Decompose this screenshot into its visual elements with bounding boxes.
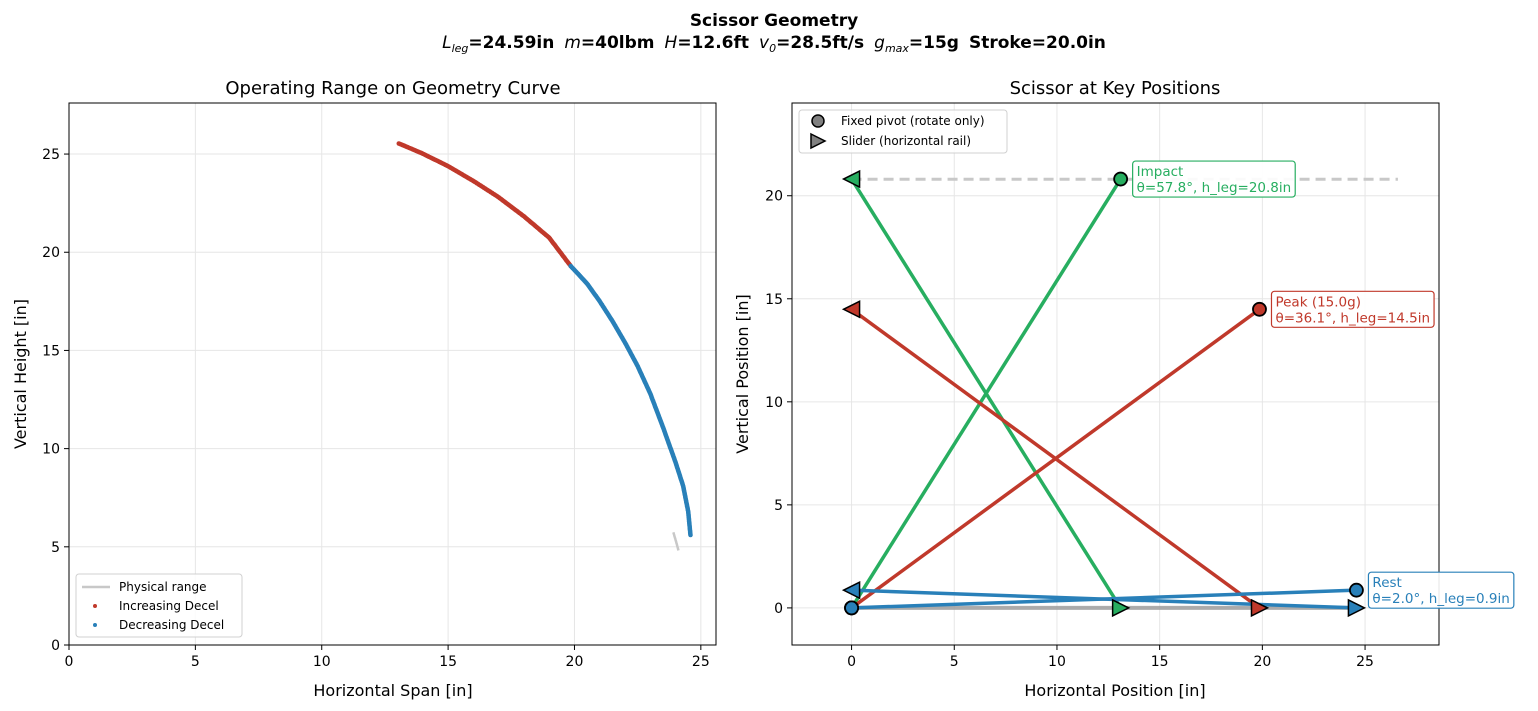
right-legend: Fixed pivot (rotate only) Slider (horizo…: [798, 109, 1008, 154]
right-axes-frame: [791, 102, 1440, 646]
left-legend: Physical range Increasing Decel Decreasi…: [75, 573, 243, 638]
right-ytick-label: 5: [774, 498, 783, 514]
right-ytick-label: 15: [765, 292, 783, 308]
legend-slider-label: Slider (horizontal rail): [841, 134, 971, 148]
left-ytick-label: 10: [42, 442, 60, 458]
impact-fixed-pivot-top: [1113, 171, 1129, 187]
right-xtick-label: 0: [847, 654, 856, 670]
left-ytick-label: 20: [42, 245, 60, 261]
sym-m: m: [564, 33, 581, 53]
peak-slider-top: [841, 300, 861, 319]
peak-slider-bottom: [1250, 598, 1270, 618]
left-xtick-label: 15: [439, 654, 457, 670]
impact-slider-bottom: [1111, 598, 1131, 618]
rest-annotation-detail: θ=2.0°, h_leg=0.9in: [1372, 591, 1509, 607]
rest-fixed-pivot-bottom: [844, 600, 859, 616]
left-ytick-label: 25: [42, 147, 60, 163]
left-ticks: 0 5 10 15 20 25 0 5 10 15 20 25: [42, 147, 710, 670]
left-xtick-label: 0: [65, 654, 74, 670]
peak-annotation: Peak (15.0g)θ=36.1°, h_leg=14.5in: [1270, 290, 1435, 328]
left-ytick-label: 15: [42, 343, 60, 359]
val-l: =24.59in: [468, 33, 554, 53]
legend-physical-label: Physical range: [119, 580, 207, 594]
sym-l: L: [442, 33, 451, 53]
left-axes-frame: [68, 102, 717, 646]
legend-slider-marker: [810, 132, 827, 150]
decreasing-decel-point: [688, 532, 693, 538]
rest-fixed-pivot-top: [1349, 582, 1364, 598]
left-chart: Operating Range on Geometry Curve 0 5 10 15…: [11, 78, 717, 700]
right-xtick-label: 25: [1356, 654, 1374, 670]
legend-decreasing-label: Decreasing Decel: [119, 618, 224, 632]
right-xtick-label: 15: [1151, 654, 1169, 670]
right-ytick-label: 0: [774, 601, 783, 617]
suptitle-line2: Lleg=24.59in m=40lbm H=12.6ft v0=28.5ft/s gm…: [442, 33, 1106, 55]
legend-fixed-pivot-label: Fixed pivot (rotate only): [841, 114, 985, 128]
rest-leg-b: [851, 588, 1357, 610]
left-ytick-label: 5: [51, 540, 60, 556]
left-xlabel: Horizontal Span [in]: [313, 681, 472, 700]
impact-annotation-detail: θ=57.8°, h_leg=20.8in: [1137, 180, 1292, 196]
val-v: =28.5ft/s: [776, 33, 864, 53]
legend-increasing-marker: [93, 604, 97, 608]
rest-slider-bottom: [1347, 598, 1367, 618]
left-ytick-label: 0: [51, 638, 60, 654]
left-xtick-label: 20: [566, 654, 584, 670]
left-xtick-label: 5: [191, 654, 200, 670]
left-legend-box: [75, 573, 243, 638]
sub-g: max: [885, 42, 909, 55]
physical-range-line: [672, 531, 680, 551]
val-h: =12.6ft: [677, 33, 749, 53]
rest-annotation-box: [1367, 571, 1515, 609]
sym-v: v: [759, 33, 770, 53]
legend-fixed-pivot-marker: [811, 114, 825, 128]
right-ticks: 0 5 10 15 20 25 0 5 10 15 20: [765, 189, 1374, 670]
sub-v: 0: [769, 42, 776, 55]
impact-annotation-label: Impact: [1137, 164, 1184, 180]
sub-leg: leg: [452, 42, 469, 55]
sym-h: H: [665, 33, 678, 53]
peak-annotation-box: [1270, 290, 1435, 328]
right-ytick-label: 10: [765, 395, 783, 411]
rest-slider-top: [841, 580, 861, 600]
impact-annotation-box: [1132, 160, 1296, 198]
sym-g: g: [874, 33, 885, 53]
right-legend-box: [798, 109, 1008, 154]
left-ylabel: Vertical Height [in]: [11, 299, 30, 449]
val-stroke: Stroke=20.0in: [969, 33, 1106, 53]
right-xtick-label: 10: [1048, 654, 1066, 670]
peak-annotation-label: Peak (15.0g): [1275, 294, 1361, 310]
peak-fixed-pivot-top: [1252, 301, 1267, 317]
right-xtick-label: 5: [950, 654, 959, 670]
impact-slider-top: [841, 169, 861, 189]
val-m: =40lbm: [581, 33, 655, 53]
rest-annotation-label: Rest: [1372, 575, 1401, 591]
impact-leg-b: [850, 178, 1123, 609]
legend-decreasing-marker: [93, 623, 97, 627]
left-chart-title: Operating Range on Geometry Curve: [225, 78, 560, 99]
right-chart-title: Scissor at Key Positions: [1010, 78, 1221, 99]
suptitle-line1: Scissor Geometry: [690, 11, 858, 31]
left-xtick-label: 25: [692, 654, 710, 670]
peak-annotation-detail: θ=36.1°, h_leg=14.5in: [1275, 310, 1430, 326]
peak-leg-b: [850, 307, 1261, 610]
right-ytick-label: 20: [765, 189, 783, 205]
right-data: [841, 169, 1398, 618]
right-ylabel: Vertical Position [in]: [733, 294, 752, 453]
right-xtick-label: 20: [1253, 654, 1271, 670]
val-g: =15g: [909, 33, 959, 53]
left-grid: [68, 103, 716, 646]
legend-increasing-label: Increasing Decel: [119, 599, 219, 613]
left-data: [396, 141, 693, 551]
right-chart: Scissor at Key Positions 0 5 10 15 20 25 0 5 10 1…: [733, 78, 1515, 700]
left-xtick-label: 10: [313, 654, 331, 670]
right-xlabel: Horizontal Position [in]: [1024, 681, 1205, 700]
